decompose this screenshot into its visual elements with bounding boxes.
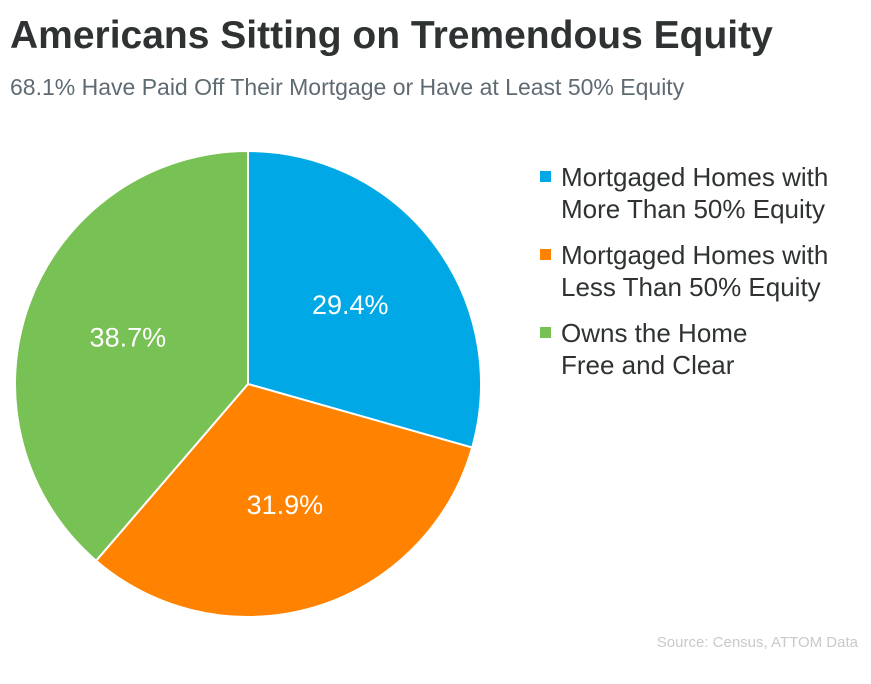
legend-swatch bbox=[540, 171, 551, 182]
legend-item-free-and-clear: Owns the Home Free and Clear bbox=[540, 317, 860, 381]
legend: Mortgaged Homes with More Than 50% Equit… bbox=[540, 161, 860, 395]
pie-slice-2 bbox=[14, 149, 249, 563]
legend-swatch bbox=[540, 249, 551, 260]
legend-item-more-than-50: Mortgaged Homes with More Than 50% Equit… bbox=[540, 161, 860, 225]
legend-label: Mortgaged Homes with More Than 50% Equit… bbox=[561, 162, 829, 224]
slice-data-label-2: 38.7% bbox=[90, 323, 167, 353]
legend-swatch bbox=[540, 327, 551, 338]
chart-subtitle: 68.1% Have Paid Off Their Mortgage or Ha… bbox=[10, 74, 685, 100]
slice-data-label-1: 31.9% bbox=[247, 490, 324, 520]
legend-label: Owns the Home Free and Clear bbox=[561, 318, 748, 380]
source-note: Source: Census, ATTOM Data bbox=[656, 634, 858, 651]
legend-item-less-than-50: Mortgaged Homes with Less Than 50% Equit… bbox=[540, 239, 860, 303]
pie-slice-1 bbox=[94, 382, 474, 618]
pie-slice-0 bbox=[247, 149, 482, 449]
slice-data-label-0: 29.4% bbox=[312, 290, 389, 320]
legend-label: Mortgaged Homes with Less Than 50% Equit… bbox=[561, 240, 829, 302]
chart-title: Americans Sitting on Tremendous Equity bbox=[10, 14, 773, 57]
